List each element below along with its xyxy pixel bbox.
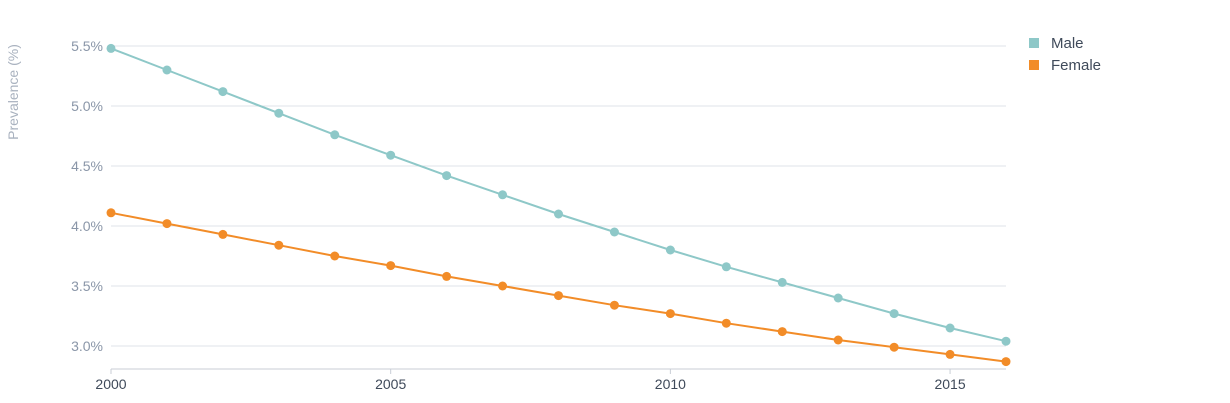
legend-label: Female [1051, 57, 1101, 74]
series-line-female [110, 211, 1007, 363]
data-point[interactable] [833, 335, 843, 345]
data-point[interactable] [945, 349, 955, 359]
data-point[interactable] [330, 251, 340, 261]
data-point[interactable] [1001, 336, 1011, 346]
x-tick-label: 2000 [95, 376, 126, 392]
data-point[interactable] [1001, 357, 1011, 367]
legend[interactable]: Male Female [1029, 35, 1101, 74]
legend-swatch [1029, 60, 1039, 70]
data-point[interactable] [330, 130, 340, 140]
data-point[interactable] [442, 271, 452, 281]
y-tick-label: 4.5% [71, 158, 103, 174]
y-axis-title: Prevalence (%) [5, 44, 21, 140]
y-tick-label: 5.0% [71, 98, 103, 114]
data-point[interactable] [162, 65, 172, 75]
data-point[interactable] [106, 43, 116, 53]
data-point[interactable] [665, 245, 675, 255]
legend-label: Male [1051, 35, 1084, 52]
data-point[interactable] [386, 150, 396, 160]
data-point[interactable] [777, 277, 787, 287]
data-point[interactable] [554, 291, 563, 301]
data-point[interactable] [833, 293, 843, 303]
data-point[interactable] [106, 208, 116, 218]
data-point[interactable] [721, 318, 731, 328]
data-point[interactable] [554, 209, 563, 219]
data-point[interactable] [889, 342, 899, 352]
gridlines [111, 45, 1006, 347]
legend-swatch [1029, 38, 1039, 48]
series-female [106, 208, 1011, 367]
data-point[interactable] [609, 300, 619, 310]
x-tick-label: 2015 [934, 376, 965, 392]
y-axis: 3.0% 3.5% 4.0% 4.5% 5.0% 5.5% [71, 38, 103, 354]
data-point[interactable] [162, 219, 172, 229]
data-point[interactable] [498, 190, 508, 200]
x-tick-label: 2005 [375, 376, 406, 392]
legend-item-female[interactable]: Female [1029, 57, 1101, 74]
data-point[interactable] [498, 281, 508, 291]
data-point[interactable] [274, 240, 284, 250]
data-point[interactable] [386, 261, 396, 271]
y-tick-label: 3.0% [71, 338, 103, 354]
data-point[interactable] [721, 262, 731, 272]
data-point[interactable] [945, 323, 955, 333]
data-point[interactable] [218, 87, 228, 97]
x-axis: 2000 2005 2010 2015 [95, 368, 1006, 392]
y-tick-label: 5.5% [71, 38, 103, 54]
x-tick-label: 2010 [655, 376, 686, 392]
data-point[interactable] [218, 229, 228, 239]
y-tick-label: 4.0% [71, 218, 103, 234]
legend-item-male[interactable]: Male [1029, 35, 1084, 52]
y-tick-label: 3.5% [71, 278, 103, 294]
data-point[interactable] [665, 309, 675, 319]
data-point[interactable] [274, 108, 284, 118]
data-point[interactable] [442, 171, 452, 181]
data-point[interactable] [777, 327, 787, 337]
data-point[interactable] [889, 309, 899, 319]
series-lines [106, 43, 1011, 367]
series-male [106, 43, 1011, 346]
data-point[interactable] [609, 227, 619, 237]
